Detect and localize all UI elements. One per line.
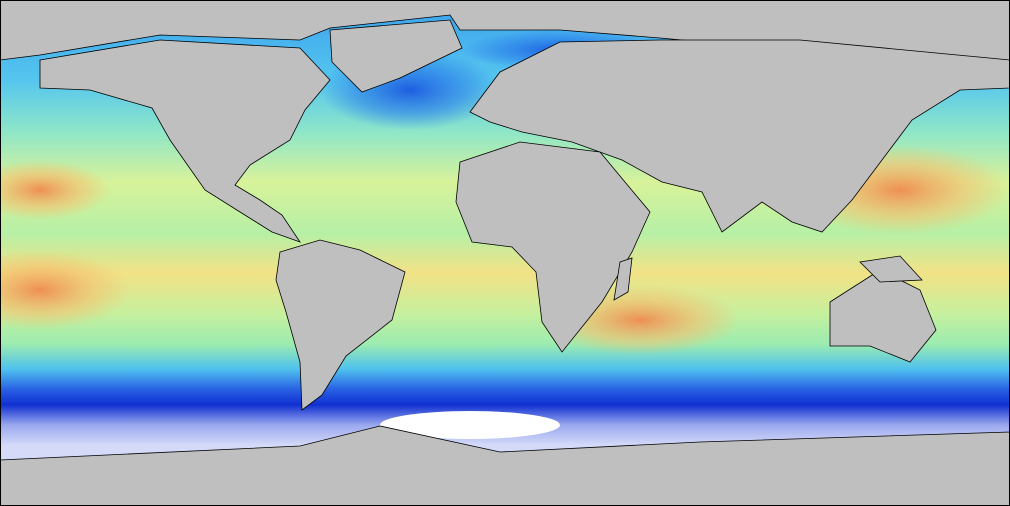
eurasia: [469, 39, 1010, 233]
south-america: [275, 239, 406, 411]
madagascar: [613, 257, 633, 301]
warm-anomaly: [0, 250, 130, 330]
warm-anomaly: [0, 160, 110, 220]
new-guinea: [859, 255, 923, 283]
north-america: [39, 39, 331, 243]
greenland: [329, 19, 463, 93]
africa: [455, 141, 651, 353]
antarctica: [0, 425, 1010, 506]
ice-zone: [380, 411, 560, 439]
